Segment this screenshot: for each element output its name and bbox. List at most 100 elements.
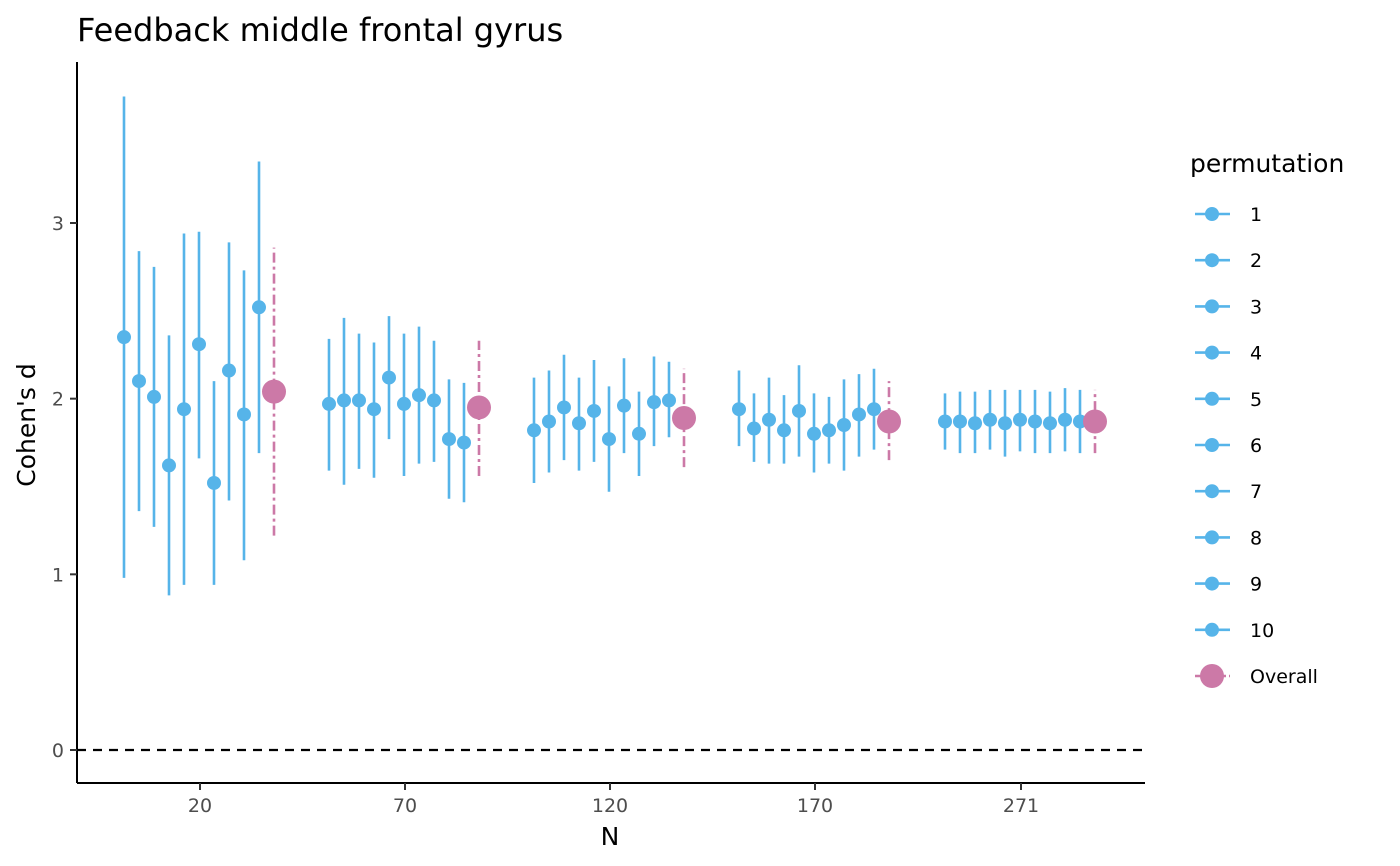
legend-label: 8: [1250, 527, 1262, 549]
permutation-point: [222, 363, 236, 378]
permutation-point: [457, 435, 471, 450]
permutation-point: [542, 414, 556, 429]
y-tick-label: 0: [52, 740, 64, 762]
permutation-point: [1013, 412, 1027, 427]
chart-title: Feedback middle frontal gyrus: [77, 11, 563, 49]
permutation-point: [867, 402, 881, 417]
legend: 1 2 3 4 5 6 7 8 9 10 Overall: [1195, 204, 1318, 688]
permutation-point: [572, 416, 586, 431]
permutation-point: [602, 432, 616, 447]
legend-key-point: [1200, 664, 1224, 688]
legend-item-overall: Overall: [1195, 664, 1318, 688]
permutation-point: [382, 370, 396, 385]
permutation-point: [632, 426, 646, 441]
permutation-point: [1058, 412, 1072, 427]
legend-key-point: [1205, 622, 1219, 637]
permutation-point: [822, 423, 836, 438]
legend-title: permutation: [1190, 149, 1344, 178]
legend-item: 3: [1195, 296, 1262, 318]
permutation-point: [732, 402, 746, 417]
legend-item: 9: [1195, 574, 1262, 596]
permutation-point: [117, 330, 131, 345]
permutation-point: [412, 388, 426, 403]
permutation-point: [397, 396, 411, 411]
permutation-point: [162, 458, 176, 473]
permutation-point: [1073, 414, 1087, 429]
legend-item: 7: [1195, 481, 1262, 503]
x-axis-title: N: [601, 822, 620, 851]
y-tick-label: 1: [52, 564, 64, 586]
overall-point: [1083, 409, 1107, 434]
permutation-point: [662, 393, 676, 408]
permutation-point: [557, 400, 571, 415]
legend-item: 6: [1195, 435, 1262, 457]
legend-label: 5: [1250, 389, 1262, 411]
legend-label: 7: [1250, 481, 1262, 503]
permutation-point: [527, 423, 541, 438]
overall-point: [467, 395, 491, 420]
legend-key-point: [1205, 438, 1219, 452]
x-tick-label: 170: [797, 795, 833, 817]
permutation-point: [837, 418, 851, 433]
permutation-point: [938, 414, 952, 429]
x-tick-label: 70: [393, 795, 417, 817]
legend-key-point: [1205, 253, 1219, 268]
permutation-point: [352, 393, 366, 408]
legend-item: 2: [1195, 250, 1262, 272]
permutation-point: [953, 414, 967, 429]
y-axis-title: Cohen's d: [12, 363, 41, 487]
permutation-point: [192, 337, 206, 352]
legend-label: 9: [1250, 574, 1262, 596]
permutation-point: [177, 402, 191, 417]
y-tick-label: 2: [52, 389, 64, 411]
permutation-point: [983, 412, 997, 427]
x-tick-label: 20: [188, 795, 212, 817]
x-tick-label: 120: [592, 795, 628, 817]
permutation-point: [998, 416, 1012, 431]
legend-key-point: [1205, 345, 1219, 360]
axes: 0 1 2 3 20 70 120 170 271: [52, 62, 1145, 817]
permutation-point: [252, 300, 266, 315]
permutation-point: [442, 432, 456, 447]
permutation-point: [762, 412, 776, 427]
permutation-point: [367, 402, 381, 417]
permutation-point: [647, 395, 661, 410]
permutation-point: [1028, 414, 1042, 429]
overall-point: [877, 409, 901, 434]
permutation-point: [427, 393, 441, 408]
permutation-point: [337, 393, 351, 408]
legend-item: 4: [1195, 343, 1262, 365]
legend-item: 8: [1195, 527, 1262, 549]
legend-label: 2: [1250, 250, 1262, 272]
permutation-point: [807, 426, 821, 441]
legend-key-point: [1205, 207, 1219, 221]
legend-item: 10: [1195, 620, 1274, 642]
permutation-point: [852, 407, 866, 422]
permutation-point: [132, 374, 146, 389]
overall-point: [672, 405, 696, 430]
y-tick-label: 3: [52, 213, 64, 235]
legend-key-point: [1205, 576, 1219, 591]
permutation-point: [237, 407, 251, 422]
legend-key-point: [1205, 530, 1219, 545]
overall-point: [262, 379, 286, 404]
permutation-point: [207, 475, 221, 490]
x-tick-label: 271: [1003, 795, 1039, 817]
permutation-point: [777, 423, 791, 438]
permutation-point: [747, 421, 761, 436]
permutation-point: [617, 398, 631, 413]
legend-label: 1: [1250, 204, 1262, 226]
legend-item: 1: [1195, 204, 1262, 226]
legend-label: 10: [1250, 620, 1274, 642]
permutation-point: [587, 403, 601, 418]
permutation-point: [147, 389, 161, 404]
legend-label: 6: [1250, 435, 1262, 457]
permutation-point: [792, 403, 806, 418]
legend-key-point: [1205, 299, 1219, 314]
permutation-point: [1043, 416, 1057, 431]
plot-area: [77, 96, 1145, 752]
permutation-point: [322, 396, 336, 411]
legend-item: 5: [1195, 389, 1262, 411]
permutation-point: [968, 416, 982, 431]
